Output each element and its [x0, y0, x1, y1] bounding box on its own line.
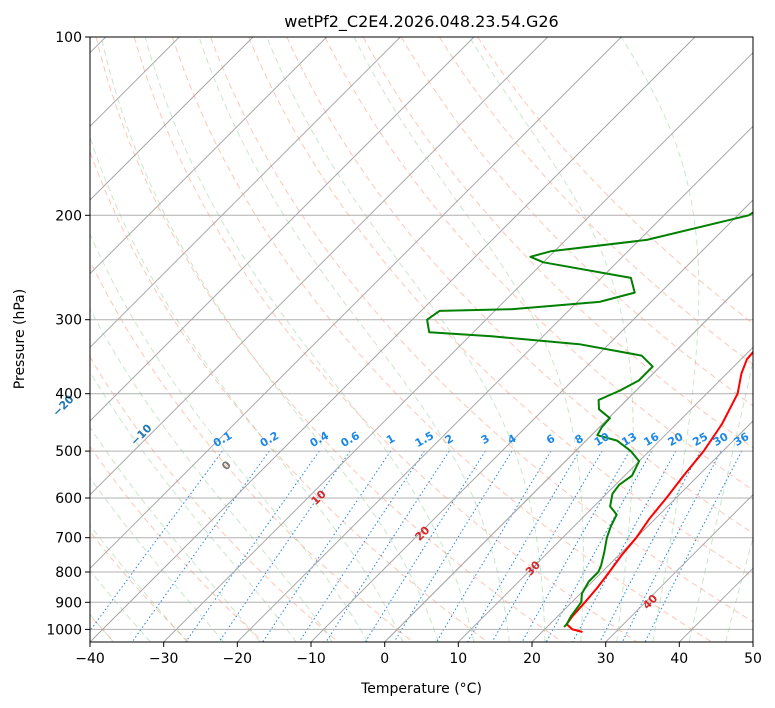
dry-adiabat-line [95, 37, 563, 642]
isotherm-gridline [90, 37, 328, 275]
dewpoint-profile-line [426, 211, 753, 628]
moist-adiabat-line [144, 37, 475, 642]
plot-frame [89, 36, 754, 643]
mixing-ratio-line [572, 450, 677, 642]
x-tick-label: 30 [597, 651, 615, 667]
y-tick-label: 900 [55, 595, 82, 611]
isotherm-gridline [90, 37, 401, 349]
moist-adiabat-line [90, 476, 225, 642]
x-axis-label: Temperature (°C) [360, 681, 482, 697]
y-tick-label: 700 [55, 531, 82, 547]
isotherm-gridline [90, 37, 696, 642]
dry-adiabat-line [133, 37, 638, 642]
isotherm-gridline [90, 37, 622, 570]
y-tick-label: 500 [55, 444, 82, 460]
isotherm-gridline [90, 37, 475, 422]
y-tick-label: 200 [55, 208, 82, 224]
isotherm-gridline [605, 493, 753, 642]
dry-adiabat-line [210, 37, 753, 623]
isotherm-gridline [90, 37, 549, 496]
dry-adiabat-line [248, 37, 753, 578]
y-tick-label: 1000 [46, 622, 82, 638]
zero-isotherm-line [384, 272, 753, 642]
isotherm-gridline [457, 346, 753, 642]
dry-adiabat-line [477, 37, 753, 325]
moist-adiabat-line [266, 37, 546, 642]
mixing-ratio-line [90, 450, 223, 632]
chart-title: wetPf2_C2E4.2026.048.23.54.G26 [284, 12, 558, 32]
mixing-ratio-line [599, 450, 701, 642]
isotherm-gridline [163, 51, 753, 642]
y-tick-label: 800 [55, 565, 82, 581]
x-tick-label: −40 [75, 651, 105, 667]
profile-lines [426, 211, 753, 633]
mixing-ratio-line [545, 450, 653, 642]
moist-adiabat-line [198, 37, 510, 642]
moist-adiabat-line [100, 37, 439, 642]
x-tick-label: 40 [670, 651, 688, 667]
y-axis-label: Pressure (hPa) [12, 289, 28, 389]
dry-adiabat-line [90, 356, 339, 642]
isotherm-gridline [90, 37, 254, 201]
x-tick-label: −10 [296, 651, 326, 667]
axis-ticks: −40 −30 −20 −10 0 10 20 30 40 50 100 200 300 400 500 60… [46, 30, 762, 667]
mixing-ratio-line [185, 450, 320, 642]
x-tick-label: 0 [380, 651, 389, 667]
moist-adiabat-line [90, 135, 404, 642]
dry-adiabat-line [438, 37, 753, 366]
x-tick-label: 20 [523, 651, 541, 667]
mixing-ratio-line [491, 450, 603, 642]
y-tick-label: 600 [55, 491, 82, 507]
moist-adiabat-line [90, 524, 188, 642]
mixing-ratio-line [218, 450, 351, 642]
x-tick-label: 10 [449, 651, 467, 667]
mixing-ratio-line [521, 450, 630, 642]
x-tick-label: 50 [744, 651, 762, 667]
mixing-ratio-line [298, 450, 425, 642]
mixing-ratio-line [621, 450, 722, 642]
temperature-profile-line [565, 350, 753, 633]
moist-adiabat-line [90, 426, 261, 642]
moist-adiabat-line [90, 308, 333, 642]
x-tick-label: −20 [223, 651, 253, 667]
y-tick-label: 300 [55, 313, 82, 329]
moist-adiabat-line [353, 37, 584, 642]
isotherm-gridline [310, 199, 753, 642]
moist-adiabat-line [90, 370, 297, 642]
moist-adiabat-line [620, 37, 700, 642]
dry-adiabat-line [90, 150, 488, 642]
dry-adiabat-line [90, 445, 264, 642]
moist-adiabat-line [90, 232, 369, 642]
moist-adiabat-line [90, 569, 151, 642]
y-tick-label: 100 [55, 30, 82, 46]
plot-grid [90, 37, 753, 642]
moist-adiabat-line [688, 358, 753, 642]
dry-adiabat-line [324, 37, 753, 491]
mixing-ratio-line [262, 450, 392, 642]
x-tick-label: −30 [149, 651, 179, 667]
mixing-ratio-line [644, 450, 743, 642]
y-tick-label: 400 [55, 387, 82, 403]
isotherm-gridline [236, 125, 753, 642]
moist-adiabat-line [725, 536, 753, 642]
